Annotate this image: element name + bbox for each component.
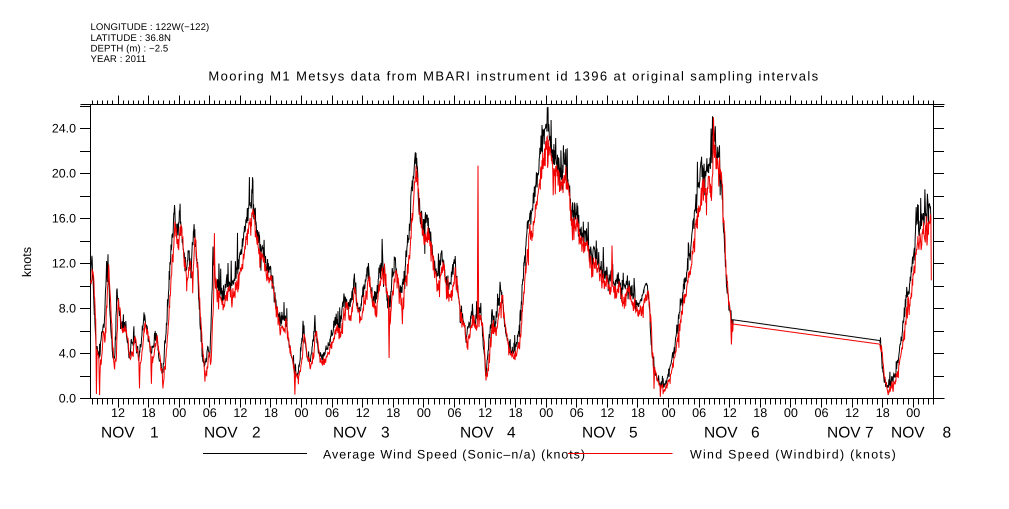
svg-text:12: 12: [233, 406, 247, 420]
svg-text:18: 18: [264, 406, 278, 420]
svg-text:3: 3: [381, 425, 390, 442]
svg-text:18: 18: [142, 406, 156, 420]
svg-text:NOV: NOV: [582, 425, 616, 442]
svg-text:00: 00: [539, 406, 553, 420]
svg-text:12: 12: [356, 406, 370, 420]
svg-text:7: 7: [865, 425, 874, 442]
svg-text:12: 12: [600, 406, 614, 420]
svg-text:0.0: 0.0: [59, 392, 76, 406]
svg-text:knots: knots: [20, 247, 34, 277]
svg-text:18: 18: [753, 406, 767, 420]
svg-text:12: 12: [111, 406, 125, 420]
svg-text:NOV: NOV: [460, 425, 494, 442]
svg-text:24.0: 24.0: [52, 122, 76, 136]
svg-text:00: 00: [906, 406, 920, 420]
svg-text:DEPTH (m) : −2.5: DEPTH (m) : −2.5: [91, 43, 169, 54]
svg-text:Wind Speed (Windbird) (knots): Wind Speed (Windbird) (knots): [690, 448, 897, 462]
svg-text:4.0: 4.0: [59, 347, 76, 361]
svg-text:20.0: 20.0: [52, 167, 76, 181]
svg-text:06: 06: [325, 406, 339, 420]
svg-text:8.0: 8.0: [59, 302, 76, 316]
svg-text:18: 18: [509, 406, 523, 420]
svg-text:5: 5: [629, 425, 638, 442]
svg-text:12: 12: [845, 406, 859, 420]
svg-text:Mooring M1 Metsys data from MB: Mooring M1 Metsys data from MBARI instru…: [208, 69, 819, 84]
svg-text:00: 00: [662, 406, 676, 420]
svg-text:LATITUDE : 36.8N: LATITUDE : 36.8N: [91, 33, 172, 44]
svg-text:NOV: NOV: [333, 425, 367, 442]
svg-text:4: 4: [507, 425, 516, 442]
svg-text:8: 8: [943, 425, 952, 442]
svg-text:00: 00: [172, 406, 186, 420]
svg-text:2: 2: [252, 425, 261, 442]
svg-text:16.0: 16.0: [52, 212, 76, 226]
svg-text:12: 12: [478, 406, 492, 420]
svg-text:06: 06: [692, 406, 706, 420]
svg-text:LONGITUDE : 122W(−122): LONGITUDE : 122W(−122): [91, 22, 210, 33]
svg-text:00: 00: [294, 406, 308, 420]
svg-text:NOV: NOV: [827, 425, 861, 442]
svg-text:Average Wind Speed (Sonic–n/a): Average Wind Speed (Sonic–n/a) (knots): [323, 448, 586, 462]
svg-text:YEAR : 2011: YEAR : 2011: [91, 54, 147, 65]
svg-text:06: 06: [447, 406, 461, 420]
svg-text:12.0: 12.0: [52, 257, 76, 271]
svg-text:00: 00: [417, 406, 431, 420]
svg-text:NOV: NOV: [101, 425, 135, 442]
svg-text:18: 18: [386, 406, 400, 420]
svg-text:00: 00: [784, 406, 798, 420]
svg-text:18: 18: [631, 406, 645, 420]
svg-text:12: 12: [723, 406, 737, 420]
svg-text:18: 18: [876, 406, 890, 420]
svg-text:1: 1: [150, 425, 159, 442]
svg-text:NOV: NOV: [704, 425, 738, 442]
svg-text:NOV: NOV: [204, 425, 238, 442]
svg-text:6: 6: [751, 425, 760, 442]
svg-text:06: 06: [570, 406, 584, 420]
svg-text:06: 06: [203, 406, 217, 420]
svg-text:06: 06: [814, 406, 828, 420]
svg-text:NOV: NOV: [891, 425, 925, 442]
